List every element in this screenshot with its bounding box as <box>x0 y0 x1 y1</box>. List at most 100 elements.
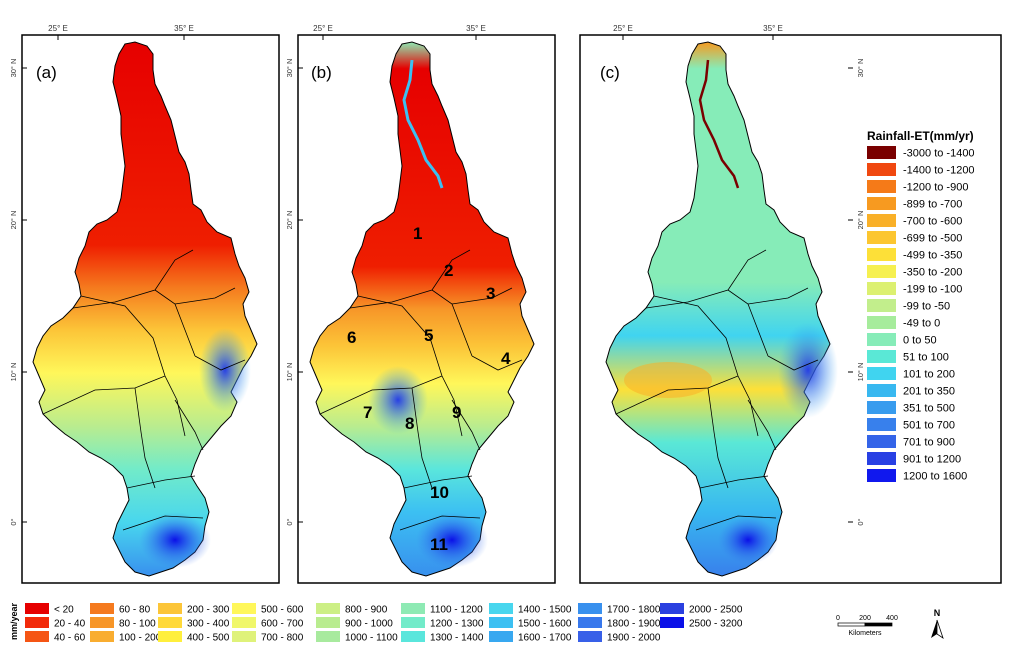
sudd-wetland-b <box>368 366 428 434</box>
ethiopia-highland-c <box>778 322 838 418</box>
rainfall-legend-swatch <box>158 617 182 628</box>
lat-tick-0-b: 0° <box>285 518 294 525</box>
lon-ticks: 25° E 35° E 25° E 35° E 25° E 35° E <box>48 24 783 33</box>
rainfall-legend-label: 1200 - 1300 <box>430 619 484 630</box>
rainfall-legend-label: 200 - 300 <box>187 605 230 616</box>
difference-legend-label: -499 to -350 <box>903 250 962 262</box>
difference-legend-label: 701 to 900 <box>903 437 955 449</box>
difference-legend-swatch <box>867 197 896 210</box>
rainfall-legend-swatch <box>316 617 340 628</box>
rainfall-legend-label: 900 - 1000 <box>345 619 393 630</box>
lake-victoria-b <box>416 512 488 568</box>
nile-river-c <box>698 59 740 189</box>
rainfall-legend-label: 1000 - 1100 <box>345 633 398 644</box>
rainfall-legend-label: 1600 - 1700 <box>518 633 572 644</box>
region-5-label: 5 <box>424 326 433 345</box>
lon-tick-35e-c: 35° E <box>763 24 783 33</box>
rainfall-legend-swatch <box>25 603 49 614</box>
north-arrow-icon: N <box>931 608 944 639</box>
scale-bar-unit: Kilometers <box>848 630 882 637</box>
region-labels: 1 2 3 4 5 6 7 8 9 10 11 <box>347 224 511 554</box>
difference-legend-swatch <box>867 163 896 176</box>
rainfall-legend-label: 60 - 80 <box>119 605 151 616</box>
region-9-label: 9 <box>452 403 461 422</box>
lat-tick-30n-a: 30° N <box>9 59 18 78</box>
panel-b-label: (b) <box>311 63 332 82</box>
difference-legend-swatch <box>867 231 896 244</box>
lon-tick-25e-b: 25° E <box>313 24 333 33</box>
map-a <box>32 41 258 577</box>
lat-tick-10n-a: 10° N <box>9 363 18 382</box>
rainfall-legend-swatch <box>489 617 513 628</box>
rainfall-legend-label: 100 - 200 <box>119 633 162 644</box>
region-4-label: 4 <box>501 349 511 368</box>
difference-legend-swatch <box>867 418 896 431</box>
rainfall-legend-label: 800 - 900 <box>345 605 388 616</box>
scale-bar-segment-1 <box>837 622 866 627</box>
difference-legend-label: 351 to 500 <box>903 403 955 415</box>
rainfall-legend-swatch <box>232 617 256 628</box>
lake-victoria-c <box>718 516 778 564</box>
region-7-label: 7 <box>363 403 372 422</box>
rainfall-legend-label: 1100 - 1200 <box>430 605 483 616</box>
difference-legend-label: 0 to 50 <box>903 335 937 347</box>
region-10-label: 10 <box>430 483 449 502</box>
lat-tick-20n-a: 20° N <box>9 211 18 230</box>
rainfall-legend-swatch <box>90 631 114 642</box>
rainfall-legend-label: 500 - 600 <box>261 605 304 616</box>
difference-legend-swatch <box>867 350 896 363</box>
rainfall-legend: mm/year < 20 20 - 40 40 - 60 60 - 80 80 - 10… <box>9 602 743 643</box>
rainfall-legend-label: 1800 - 1900 <box>607 619 661 630</box>
rainfall-legend-swatch <box>232 631 256 642</box>
difference-legend-label: -1400 to -1200 <box>903 165 975 177</box>
rainfall-legend-label: 1900 - 2000 <box>607 633 661 644</box>
difference-legend-swatch <box>867 282 896 295</box>
rainfall-legend-swatch <box>316 603 340 614</box>
difference-legend-label: -1200 to -900 <box>903 182 968 194</box>
rainfall-legend-label: 600 - 700 <box>261 619 304 630</box>
rainfall-legend-label: < 20 <box>54 605 74 616</box>
lon-tick-35e-a: 35° E <box>174 24 194 33</box>
lon-tick-35e-b: 35° E <box>466 24 486 33</box>
rainfall-legend-swatch <box>660 617 684 628</box>
difference-legend-label: -199 to -100 <box>903 284 962 296</box>
difference-legend-title: Rainfall-ET(mm/yr) <box>867 129 974 143</box>
rainfall-legend-label: 2500 - 3200 <box>689 619 743 630</box>
rainfall-legend-swatch <box>578 603 602 614</box>
difference-legend-label: 901 to 1200 <box>903 454 961 466</box>
nile-river-b <box>402 59 444 189</box>
lat-tick-10n-c: 10° N <box>856 363 865 382</box>
frame-tick-marks <box>22 35 853 523</box>
scale-tick-200: 200 <box>859 615 871 622</box>
rainfall-legend-label: 1400 - 1500 <box>518 605 572 616</box>
difference-legend-swatch <box>867 333 896 346</box>
region-3-label: 3 <box>486 284 495 303</box>
rainfall-legend-label: 20 - 40 <box>54 619 86 630</box>
scale-tick-400: 400 <box>886 615 898 622</box>
lon-tick-25e-a: 25° E <box>48 24 68 33</box>
lat-tick-20n-b: 20° N <box>285 211 294 230</box>
rainfall-legend-swatch <box>578 617 602 628</box>
rainfall-legend-swatch <box>578 631 602 642</box>
rainfall-legend-swatch <box>158 631 182 642</box>
rainfall-legend-label: 2000 - 2500 <box>689 605 743 616</box>
difference-legend-label: 101 to 200 <box>903 369 955 381</box>
lat-tick-0-c: 0° <box>856 518 865 525</box>
lat-tick-20n-c: 20° N <box>856 211 865 230</box>
rainfall-legend-swatch <box>232 603 256 614</box>
lat-ticks: 30° N 20° N 10° N 0° 30° N 20° N 10° N 0… <box>9 59 865 526</box>
difference-legend-swatch <box>867 214 896 227</box>
subbasin-lines-c <box>615 249 819 531</box>
difference-legend-label: 501 to 700 <box>903 420 955 432</box>
rainfall-legend-unit: mm/year <box>9 602 19 640</box>
difference-legend-swatch <box>867 435 896 448</box>
difference-legend-label: -899 to -700 <box>903 199 962 211</box>
scale-tick-0: 0 <box>836 615 840 622</box>
rainfall-legend-label: 1300 - 1400 <box>430 633 484 644</box>
rainfall-legend-swatch <box>90 603 114 614</box>
difference-legend-label: 201 to 350 <box>903 386 955 398</box>
rainfall-legend-swatch <box>489 603 513 614</box>
lat-tick-0-a: 0° <box>9 518 18 525</box>
difference-legend-label: -99 to -50 <box>903 301 950 313</box>
rainfall-legend-label: 1500 - 1600 <box>518 619 572 630</box>
